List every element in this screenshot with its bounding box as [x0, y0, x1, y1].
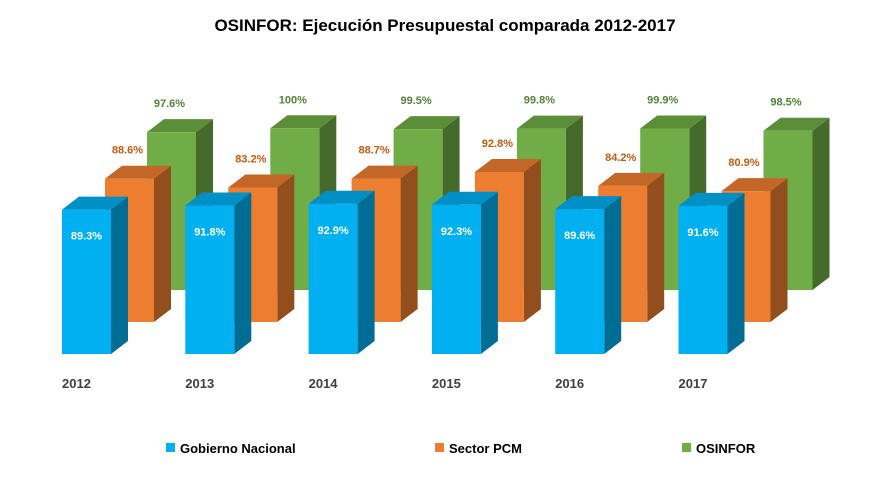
data-label: 92.8% [482, 138, 513, 150]
data-label: 83.2% [235, 153, 266, 165]
bar-side [523, 158, 541, 322]
bar-top [516, 115, 583, 129]
bar-side [770, 178, 788, 322]
data-label: 97.6% [154, 98, 185, 110]
bar-top [763, 117, 830, 131]
year-label-2017: 2017 [679, 376, 708, 391]
data-label: 89.3% [71, 231, 102, 243]
year-labels: 2012 2013 2014 2015 2016 2017 [62, 376, 707, 391]
bar-side [357, 190, 375, 354]
bar-top [640, 115, 707, 129]
bar-osinfor-2017: 98.5% [763, 97, 830, 291]
legend-label: OSINFOR [696, 441, 756, 456]
legend: Gobierno Nacional Sector PCM OSINFOR [166, 441, 756, 456]
bar-front [678, 205, 728, 354]
year-label-2014: 2014 [309, 376, 339, 391]
bar-top [555, 196, 622, 210]
bar-gobierno-nacional-2012: 89.3% [62, 196, 128, 354]
bar-gobierno-nacional-2017: 91.6% [678, 192, 745, 354]
legend-label: Gobierno Nacional [180, 441, 296, 456]
legend-item-sector-pcm: Sector PCM [435, 441, 522, 456]
year-label-2015: 2015 [432, 376, 461, 391]
bar-top [351, 165, 418, 179]
year-label-2016: 2016 [555, 376, 584, 391]
bar-top [62, 196, 128, 210]
bar-front [555, 209, 605, 354]
year-label-2012: 2012 [62, 376, 91, 391]
bar-side [812, 117, 830, 291]
bar-side [111, 196, 128, 354]
bar-side [400, 165, 418, 322]
data-label: 100% [279, 94, 307, 106]
bar-top [431, 191, 498, 205]
bar-gobierno-nacional-2013: 91.8% [185, 192, 252, 354]
bar-gobierno-nacional-2016: 89.6% [555, 196, 622, 354]
legend-label: Sector PCM [449, 441, 522, 456]
data-label: 88.6% [112, 145, 143, 157]
bar-side [277, 174, 295, 322]
data-label: 80.9% [728, 157, 759, 169]
bar-side [154, 165, 171, 322]
legend-item-osinfor: OSINFOR [682, 441, 756, 456]
data-label: 98.5% [770, 97, 801, 109]
bar-top [308, 190, 375, 204]
bar-top [721, 178, 788, 192]
bar-side [480, 191, 498, 354]
bar-top [270, 115, 337, 129]
data-label: 84.2% [605, 152, 636, 164]
bar-front [62, 209, 111, 354]
data-label: 92.9% [317, 225, 348, 237]
bar-sector-pcm-2015: 92.8% [474, 138, 541, 322]
chart-title: OSINFOR: Ejecución Presupuestal comparad… [214, 16, 675, 35]
bar-front [431, 204, 481, 354]
bars-group: 97.6% 100% 99.5% 99.8% 99.9% 98.5% 88.6% 83.2% 8… [62, 94, 830, 354]
bar-side [647, 172, 665, 322]
legend-swatch [682, 443, 691, 452]
bar-top [185, 192, 252, 206]
bar-front [185, 205, 235, 354]
bar-gobierno-nacional-2014: 92.9% [308, 190, 375, 354]
legend-item-gobierno-nacional: Gobierno Nacional [166, 441, 296, 456]
data-label: 91.8% [194, 227, 225, 239]
bar-top [678, 192, 745, 206]
bar-gobierno-nacional-2015: 92.3% [431, 191, 498, 354]
bar-top [228, 174, 295, 188]
bar-side [234, 192, 252, 354]
bar-side [727, 192, 745, 354]
data-label: 89.6% [564, 230, 595, 242]
data-label: 99.5% [400, 95, 431, 107]
legend-swatch [435, 443, 444, 452]
bar-top [598, 172, 665, 186]
bar-top [147, 119, 213, 133]
bar-top [474, 158, 541, 172]
year-label-2013: 2013 [185, 376, 214, 391]
data-label: 99.8% [524, 95, 555, 107]
bar-top [393, 116, 460, 130]
data-label: 88.7% [358, 145, 389, 157]
data-label: 99.9% [647, 94, 678, 106]
data-label: 92.3% [441, 226, 472, 238]
bar-front [308, 203, 358, 354]
data-label: 91.6% [687, 227, 718, 239]
bar-side [604, 196, 622, 354]
legend-swatch [166, 443, 175, 452]
bar-top [105, 165, 171, 179]
